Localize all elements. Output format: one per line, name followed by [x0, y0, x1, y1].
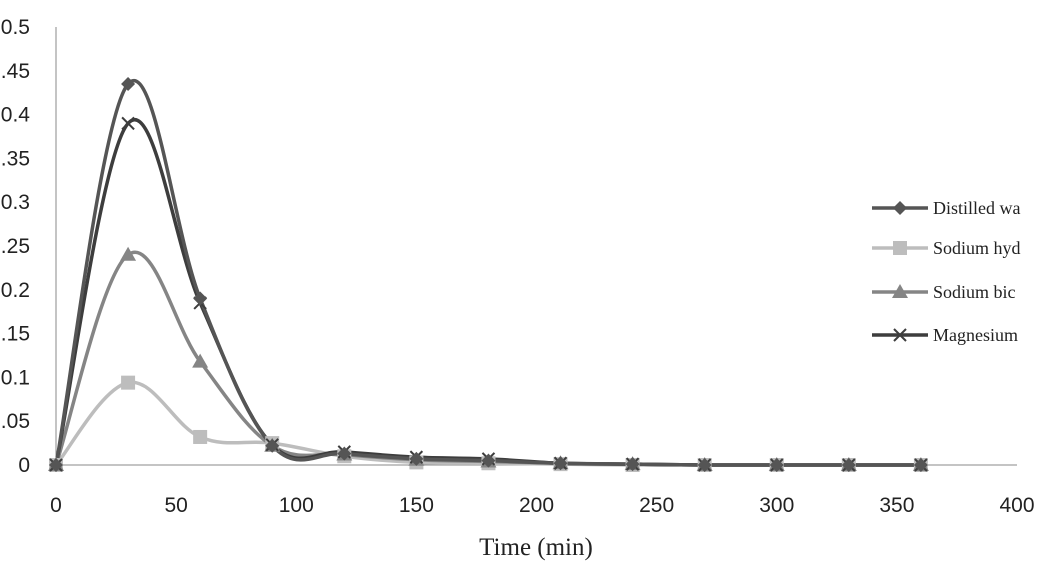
legend-marker-triangle [892, 284, 908, 298]
legend-marker-x [893, 328, 907, 342]
y-tick-label: 0.4 [1, 104, 31, 127]
x-tick-label: 350 [879, 494, 914, 517]
x-tick-label: 150 [399, 494, 434, 517]
marker-stroke [121, 116, 135, 131]
data-point-diamond [337, 446, 352, 461]
legend-marker-square [893, 241, 907, 255]
y-tick-label: 0.05 [0, 410, 30, 433]
data-point-diamond [553, 456, 568, 471]
legend: Distilled wa Sodium hyd Sodium bic Magnesiu… [872, 198, 1021, 345]
y-tick-label: 0.35 [0, 147, 30, 170]
data-point-diamond [841, 458, 856, 472]
marker-stroke [893, 328, 907, 342]
series-line-square [54, 380, 921, 467]
axes [55, 27, 1017, 466]
y-tick-label: 0.1 [1, 366, 30, 389]
data-point-diamond [409, 451, 424, 466]
x-tick-label: 400 [999, 494, 1034, 517]
series-group [54, 79, 921, 467]
data-point-diamond [265, 438, 280, 453]
data-point-diamond [697, 458, 712, 472]
x-tick-label: 50 [164, 494, 187, 517]
tick-labels: 0 50 100 150 200 250 300 350 400 0 0.05 0.1 0.15 0.2 0… [0, 16, 1035, 517]
x-tick-label: 300 [759, 494, 794, 517]
y-tick-label: 0.45 [0, 60, 30, 83]
data-point-x [121, 116, 135, 131]
x-tick-label: 100 [279, 494, 314, 517]
data-point-triangle [120, 246, 137, 261]
series-line-triangle [54, 250, 921, 467]
y-tick-label: 0 [18, 454, 30, 477]
x-axis-title: Time (min) [479, 534, 593, 561]
data-point-diamond [121, 76, 136, 91]
y-tick-label: 0.3 [1, 191, 30, 214]
data-point-diamond [769, 458, 784, 472]
data-point-diamond [193, 291, 208, 306]
legend-label: Sodium bic [933, 282, 1016, 302]
series-line-diamond [54, 79, 921, 467]
y-tick-label: 0.2 [1, 279, 30, 302]
legend-marker-diamond [893, 201, 907, 215]
series-line-x [54, 118, 921, 467]
y-tick-label: 0.15 [0, 323, 30, 346]
data-point-diamond [625, 457, 640, 472]
markers-group [48, 76, 929, 472]
data-point-square [121, 375, 136, 390]
y-tick-label: 0.5 [1, 16, 30, 39]
x-tick-label: 200 [519, 494, 554, 517]
data-point-triangle [192, 353, 209, 368]
data-point-square [193, 429, 208, 444]
data-point-diamond [49, 458, 63, 472]
legend-label: Distilled wa [933, 198, 1021, 218]
legend-label: Magnesium [933, 325, 1018, 345]
x-tick-label: 250 [639, 494, 674, 517]
legend-label: Sodium hyd [933, 238, 1021, 258]
x-tick-label: 0 [50, 494, 62, 517]
y-tick-label: 0.25 [0, 235, 30, 258]
data-point-diamond [481, 453, 496, 468]
data-point-diamond [913, 458, 928, 472]
